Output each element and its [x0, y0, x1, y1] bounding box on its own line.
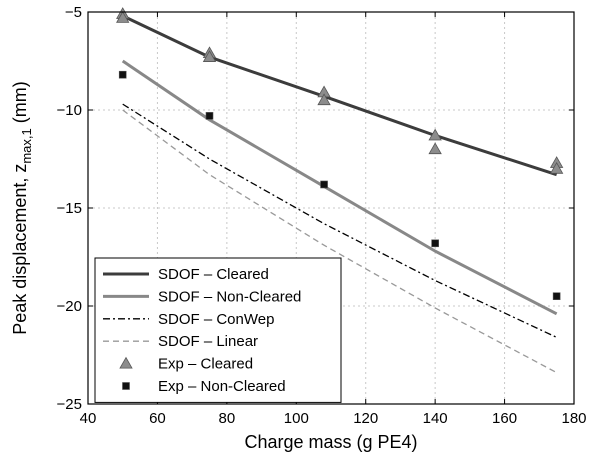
- x-tick-label: 40: [80, 410, 97, 427]
- series-0: [122, 14, 558, 177]
- x-tick-label: 100: [284, 410, 309, 427]
- legend-item: SDOF – ConWep: [103, 311, 274, 328]
- series-layer: [116, 7, 564, 374]
- data-point-square: [118, 70, 127, 79]
- legend-label: SDOF – Non-Cleared: [158, 288, 301, 305]
- x-tick-label: 140: [423, 410, 448, 427]
- x-tick-label: 120: [353, 410, 378, 427]
- legend-item: Exp – Cleared: [119, 356, 253, 373]
- y-tick-label: −15: [57, 200, 82, 217]
- y-tick-label: −5: [65, 4, 82, 21]
- series-5: [118, 70, 561, 301]
- legend-item: Exp – Non-Cleared: [122, 378, 286, 395]
- data-point-square: [431, 239, 439, 248]
- data-point-square: [205, 112, 214, 120]
- legend: SDOF – Cleared SDOF – Non-Cleared SDOF – C…: [94, 257, 342, 403]
- legend-item: SDOF – Non-Cleared: [103, 288, 301, 305]
- data-point-square: [552, 292, 561, 301]
- legend-label: SDOF – Cleared: [158, 266, 269, 283]
- x-tick-label: 80: [219, 410, 236, 427]
- data-point-triangle: [202, 50, 217, 62]
- data-point-triangle: [549, 161, 564, 174]
- series-line: [122, 109, 557, 374]
- x-tick-label: 160: [492, 410, 517, 427]
- legend-item: SDOF – Linear: [103, 333, 258, 350]
- y-tick-label: −10: [57, 102, 82, 119]
- data-point-triangle: [317, 93, 331, 106]
- x-tick-label: 60: [149, 410, 166, 427]
- y-tick-label: −25: [57, 396, 82, 413]
- data-point-triangle: [428, 128, 442, 141]
- legend-label: SDOF – ConWep: [158, 311, 274, 328]
- legend-box: [94, 257, 342, 403]
- x-tick-label: 180: [561, 410, 586, 427]
- data-point-triangle: [116, 11, 130, 23]
- series-4: [116, 7, 564, 174]
- x-axis-title: Charge mass (g PE4): [244, 432, 417, 452]
- legend-swatch: [119, 356, 133, 369]
- legend-swatch: [122, 382, 130, 390]
- y-tick-label: −20: [57, 298, 82, 315]
- legend-label: Exp – Cleared: [158, 356, 253, 373]
- legend-label: Exp – Non-Cleared: [158, 378, 286, 395]
- legend-label: SDOF – Linear: [158, 333, 258, 350]
- y-axis-title: Peak displacement, zmax,1 (mm): [10, 81, 34, 334]
- axis-ticks: 40 60 80 100 120 140 160 180 −25 −20 −15 −10 −5: [57, 4, 587, 427]
- series-3: [122, 109, 557, 374]
- data-point-triangle: [428, 142, 442, 155]
- data-point-square: [320, 180, 328, 189]
- legend-item: SDOF – Cleared: [103, 266, 269, 283]
- series-line: [122, 14, 558, 177]
